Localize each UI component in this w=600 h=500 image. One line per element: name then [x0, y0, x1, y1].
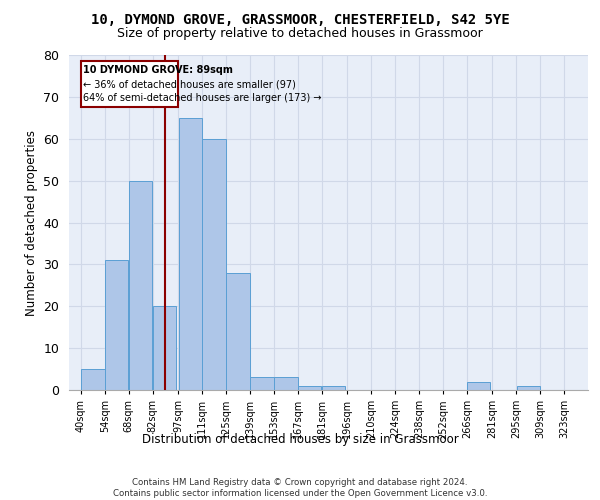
Text: 10 DYMOND GROVE: 89sqm: 10 DYMOND GROVE: 89sqm [83, 66, 233, 76]
Bar [153, 306, 176, 390]
Bar [322, 386, 346, 390]
Text: Contains HM Land Registry data © Crown copyright and database right 2024.
Contai: Contains HM Land Registry data © Crown c… [113, 478, 487, 498]
Text: Distribution of detached houses by size in Grassmoor: Distribution of detached houses by size … [142, 432, 458, 446]
Text: ← 36% of detached houses are smaller (97): ← 36% of detached houses are smaller (97… [83, 80, 296, 90]
FancyBboxPatch shape [81, 62, 178, 108]
Bar [467, 382, 490, 390]
Bar [202, 138, 226, 390]
Bar [226, 273, 250, 390]
Text: 64% of semi-detached houses are larger (173) →: 64% of semi-detached houses are larger (… [83, 94, 321, 104]
Text: 10, DYMOND GROVE, GRASSMOOR, CHESTERFIELD, S42 5YE: 10, DYMOND GROVE, GRASSMOOR, CHESTERFIEL… [91, 12, 509, 26]
Bar [105, 260, 128, 390]
Bar [129, 180, 152, 390]
Y-axis label: Number of detached properties: Number of detached properties [25, 130, 38, 316]
Text: Size of property relative to detached houses in Grassmoor: Size of property relative to detached ho… [117, 28, 483, 40]
Bar [298, 386, 322, 390]
Bar [274, 378, 298, 390]
Bar [250, 378, 274, 390]
Bar [179, 118, 202, 390]
Bar [517, 386, 540, 390]
Bar [81, 369, 104, 390]
